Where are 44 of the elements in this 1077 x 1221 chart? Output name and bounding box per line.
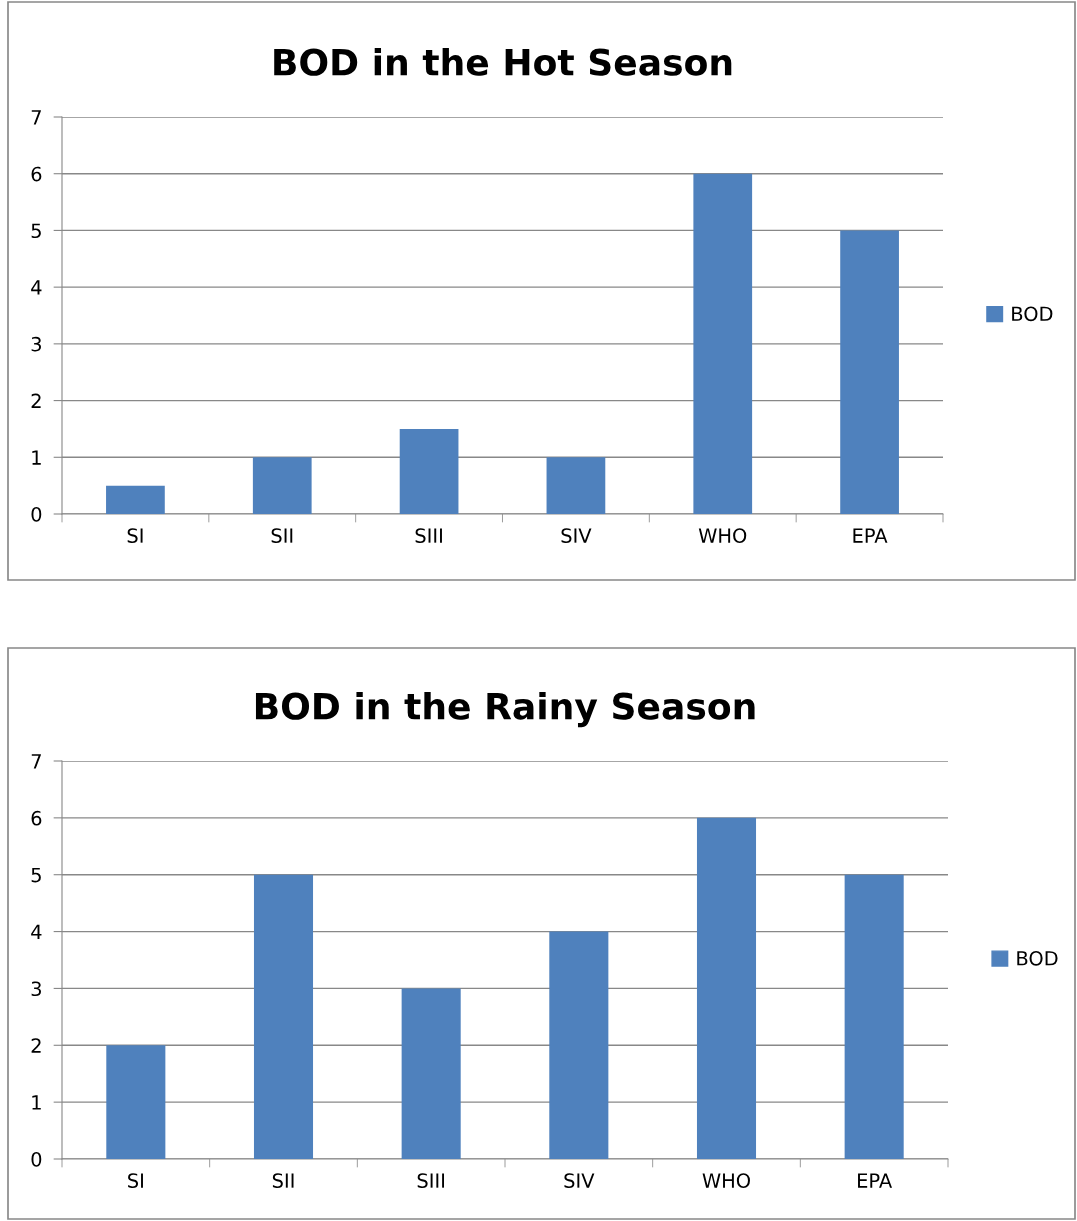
y-tick-label: 5	[31, 867, 41, 883]
y-tick-label: 7	[31, 110, 41, 125]
y-tick-label: 3	[31, 981, 41, 997]
bar	[401, 988, 461, 1159]
bar	[106, 485, 165, 514]
x-tick-label: SII	[272, 1173, 294, 1188]
y-tick-label: 1	[32, 1095, 41, 1110]
x-tick-label: SIV	[561, 528, 592, 543]
legend-label: BOD	[1017, 950, 1058, 966]
y-tick-label: 7	[31, 754, 41, 769]
y-tick-label: 4	[31, 280, 42, 295]
x-tick-label: SIII	[415, 528, 442, 543]
y-tick-label: 6	[31, 810, 42, 826]
bar	[693, 173, 753, 514]
chart-title: BOD in the Rainy Season	[255, 691, 755, 728]
bar	[844, 874, 904, 1159]
y-tick-label: 2	[31, 1038, 41, 1053]
x-tick-label: EPA	[858, 1173, 893, 1188]
bar	[399, 428, 459, 514]
y-tick-label: 5	[31, 223, 41, 239]
bar	[696, 817, 757, 1159]
x-tick-label: SIII	[417, 1173, 445, 1188]
x-tick-label: SII	[271, 528, 293, 543]
bar	[106, 1045, 166, 1159]
x-tick-label: SI	[128, 1173, 143, 1188]
x-tick-label: WHO	[698, 528, 747, 543]
bar	[253, 874, 314, 1159]
y-tick-label: 3	[31, 336, 41, 352]
y-tick-label: 1	[32, 450, 41, 465]
x-tick-label: EPA	[853, 528, 888, 543]
y-tick-label: 4	[31, 924, 42, 939]
bar	[549, 931, 609, 1159]
y-tick-label: 6	[31, 166, 42, 182]
y-tick-label: 0	[31, 506, 42, 522]
bar	[252, 457, 312, 514]
bar	[840, 230, 899, 514]
x-tick-label: SI	[127, 528, 143, 543]
legend-label: BOD	[1012, 306, 1053, 322]
x-tick-label: SIV	[564, 1173, 595, 1188]
y-tick-label: 0	[31, 1151, 42, 1167]
y-tick-label: 2	[31, 393, 41, 408]
x-tick-label: WHO	[702, 1173, 750, 1188]
chart-title: BOD in the Hot Season	[274, 47, 732, 76]
bar	[546, 457, 606, 514]
